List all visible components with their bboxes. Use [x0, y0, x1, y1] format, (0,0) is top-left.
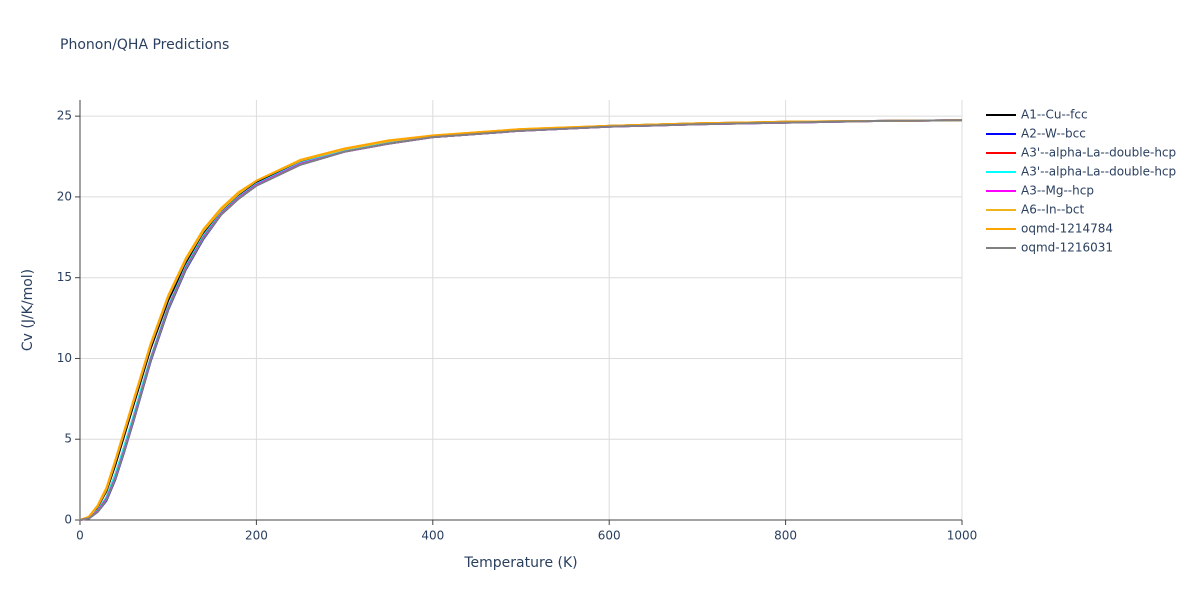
series-line: [79, 119, 963, 521]
y-tick-label: 10: [57, 351, 72, 365]
legend-label: A3'--alpha-La--double-hcp: [1021, 146, 1176, 160]
x-tick-label: 0: [76, 529, 84, 543]
legend-label: oqmd-1214784: [1021, 222, 1113, 236]
legend-label: A6--In--bct: [1021, 203, 1085, 217]
series-line: [79, 119, 963, 521]
y-tick-label: 20: [57, 189, 72, 203]
legend-label: A3'--alpha-La--double-hcp: [1021, 165, 1176, 179]
y-tick-label: 15: [57, 270, 72, 284]
x-tick-label: 800: [774, 529, 797, 543]
x-tick-label: 1000: [947, 529, 978, 543]
legend-label: oqmd-1216031: [1021, 241, 1113, 255]
legend-label: A2--W--bcc: [1021, 127, 1086, 141]
series-line: [79, 119, 963, 521]
series-line: [79, 119, 963, 521]
y-tick-label: 25: [57, 109, 72, 123]
series-line: [79, 119, 963, 521]
y-tick-label: 0: [64, 513, 72, 527]
series-line: [79, 119, 963, 521]
x-tick-label: 200: [245, 529, 268, 543]
x-axis-title: Temperature (K): [463, 555, 577, 571]
legend-label: A1--Cu--fcc: [1021, 108, 1088, 122]
series-line: [79, 119, 963, 521]
y-axis-title: Cv (J/K/mol): [20, 269, 36, 351]
x-tick-label: 600: [598, 529, 621, 543]
series-line: [79, 119, 963, 521]
chart-title: Phonon/QHA Predictions: [60, 37, 229, 53]
legend-label: A3--Mg--hcp: [1021, 184, 1094, 198]
y-tick-label: 5: [64, 432, 72, 446]
x-tick-label: 400: [421, 529, 444, 543]
